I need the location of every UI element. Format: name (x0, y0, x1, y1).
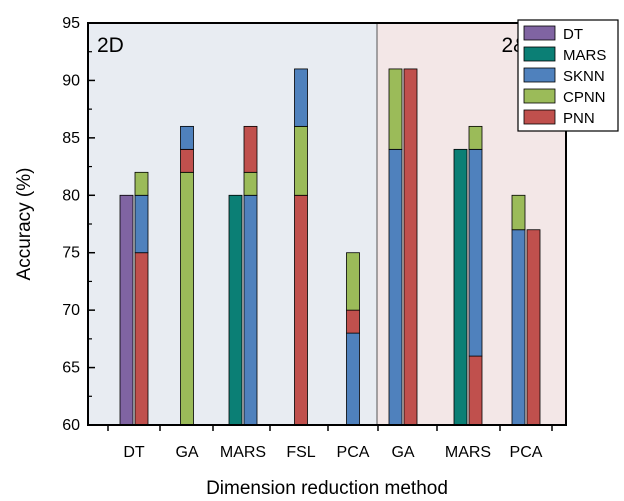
x-tick-label: PCA (337, 444, 370, 461)
y-tick-label: 90 (62, 72, 80, 89)
bar-segment-cpnn (511, 194, 526, 231)
x-axis-title: Dimension reduction method (206, 478, 448, 499)
x-tick-label: MARS (445, 444, 491, 461)
y-axis: 60 65 70 75 80 85 90 95 (62, 15, 95, 434)
bar-segment-sknn (511, 229, 526, 426)
x-tick-label: FSL (286, 444, 315, 461)
y-tick-label: 60 (62, 417, 80, 434)
bar-segment-sknn (468, 148, 483, 357)
bar-segment-dt (119, 194, 134, 426)
y-tick-label: 65 (62, 360, 80, 377)
legend-label-mars: MARS (563, 47, 606, 64)
legend-label-cpnn: CPNN (563, 89, 606, 106)
bar-segment-pnn (526, 229, 541, 426)
legend-swatch-cpnn (523, 88, 556, 104)
x-tick-label: PCA (510, 444, 543, 461)
bar-segment-sknn (180, 125, 194, 150)
bar-segment-pnn (134, 252, 149, 426)
bar-segment-pnn (346, 309, 360, 334)
bar-segment-cpnn (468, 125, 483, 150)
y-tick-label: 70 (62, 302, 80, 319)
legend-label-sknn: SKNN (563, 68, 605, 85)
y-tick-label: 80 (62, 187, 80, 204)
panel-label-2d: 2D (97, 34, 124, 57)
x-axis: DT GA MARS FSL PCA GA MARS PCA (107, 425, 553, 461)
bar-segment-sknn (346, 332, 360, 426)
bar-segment-sknn (294, 68, 308, 127)
legend: DT MARS SKNN CPNN PNN (517, 19, 619, 132)
bar-segment-cpnn (346, 252, 360, 311)
legend-swatch-dt (523, 25, 556, 41)
legend-swatch-pnn (523, 109, 556, 125)
bar-segment-pnn (180, 148, 194, 173)
y-tick-label: 85 (62, 130, 80, 147)
bar-segment-pnn (294, 194, 308, 426)
y-tick-label: 75 (62, 245, 80, 262)
bar-segment-pnn (468, 355, 483, 426)
legend-swatch-sknn (523, 67, 556, 83)
legend-swatch-mars (523, 46, 556, 62)
x-tick-label: GA (175, 444, 198, 461)
x-tick-label: MARS (220, 444, 266, 461)
bar-segment-cpnn (294, 125, 308, 196)
bar-segment-sknn (134, 194, 149, 254)
bar-segment-cpnn (243, 171, 258, 196)
legend-label-pnn: PNN (563, 110, 595, 127)
bar-segment-cpnn (388, 68, 403, 150)
bar-segment-mars (228, 194, 243, 426)
y-axis-title: Accuracy (%) (14, 168, 35, 281)
legend-label-dt: DT (563, 26, 583, 43)
bar-segment-pnn (243, 125, 258, 173)
bar-segment-sknn (243, 194, 258, 426)
bar-segment-mars (453, 148, 468, 426)
y-tick-label: 95 (62, 15, 80, 32)
bar-segment-cpnn (134, 171, 149, 196)
bars-layer (119, 68, 541, 426)
bar-segment-pnn (403, 68, 418, 426)
bar-segment-sknn (388, 148, 403, 426)
bar-segment-cpnn (180, 171, 194, 426)
x-tick-label: GA (391, 444, 414, 461)
x-tick-label: DT (123, 444, 145, 461)
